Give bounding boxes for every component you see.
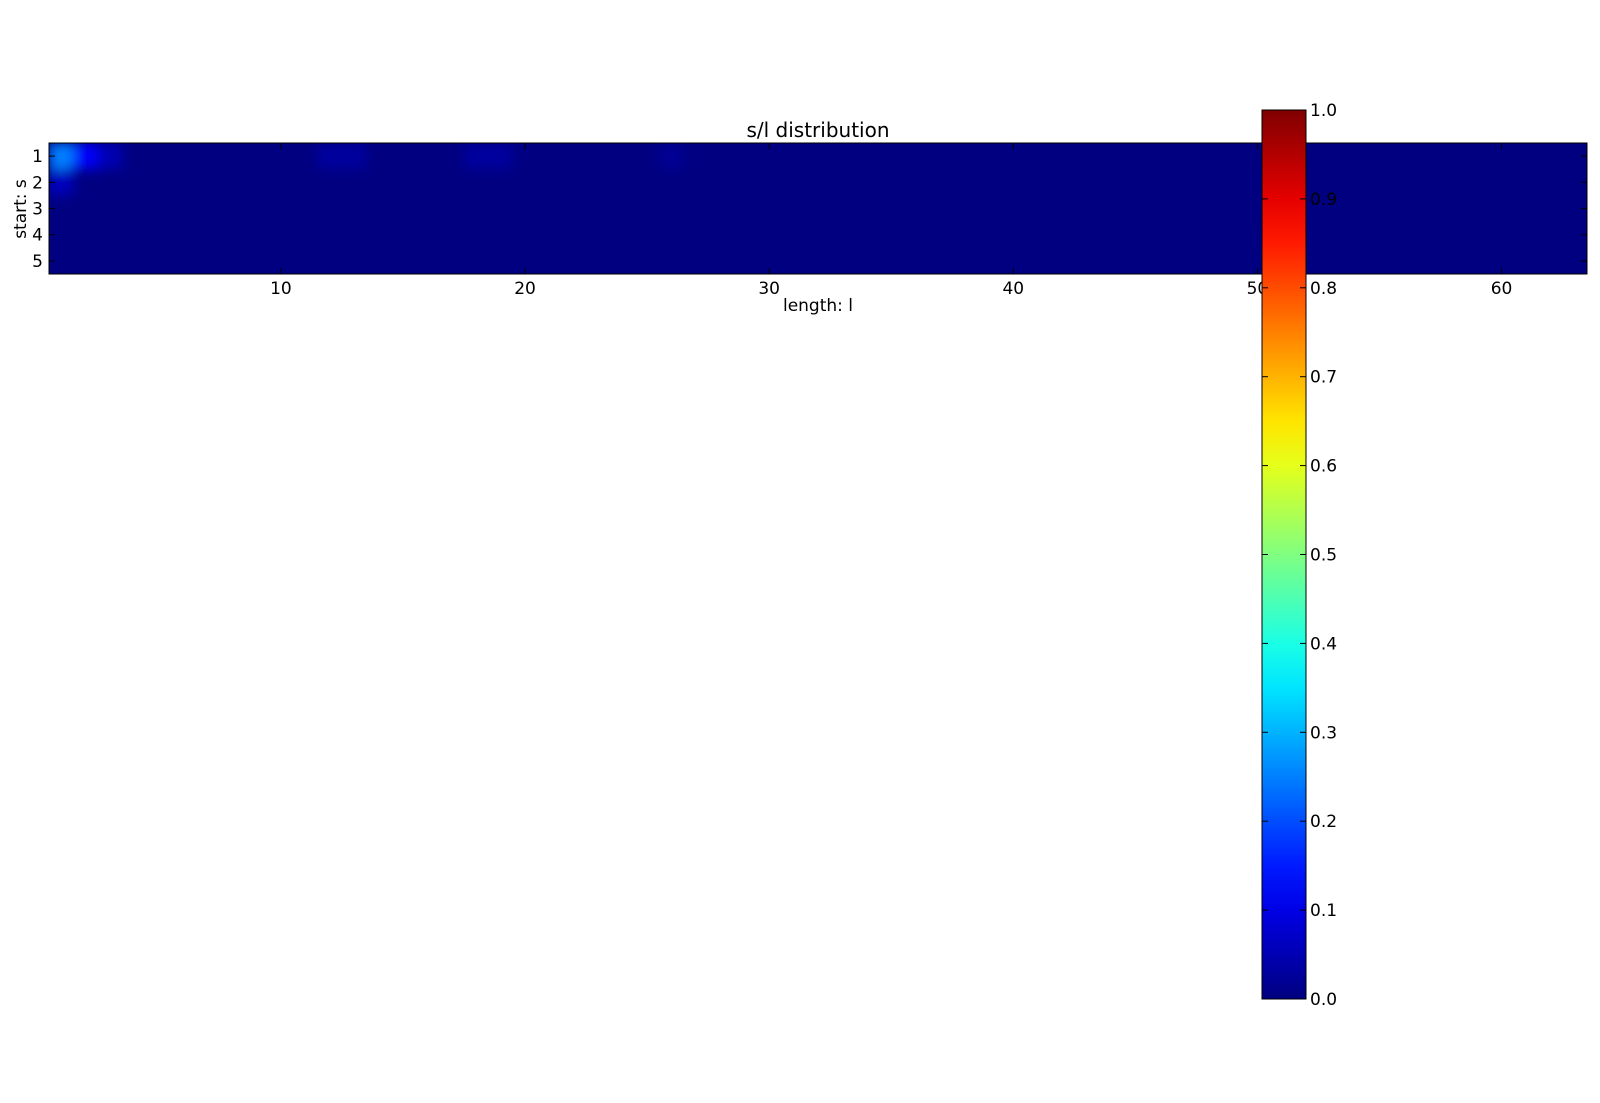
colorbar-tick-label: 0.6 bbox=[1310, 457, 1337, 477]
y-tick-label: 2 bbox=[32, 173, 43, 193]
heatmap-cells bbox=[49, 143, 684, 196]
colorbar-tick-label: 1.0 bbox=[1310, 101, 1337, 121]
colorbar-ticks: 0.0 0.1 0.2 0.3 0.4 0.5 0.6 0.7 0.8 0.9 1.0 bbox=[1262, 101, 1337, 1010]
heatmap-background bbox=[49, 143, 1587, 274]
colorbar-tick-label: 0.9 bbox=[1310, 190, 1337, 210]
y-tick-label: 3 bbox=[32, 200, 43, 220]
y-axis: 1 2 3 4 5 bbox=[32, 147, 1587, 272]
heatmap-cell bbox=[73, 143, 98, 170]
x-axis-label: length: l bbox=[783, 296, 853, 316]
heatmap-cell bbox=[97, 143, 123, 170]
x-tick-label: 10 bbox=[270, 279, 292, 299]
colorbar bbox=[1261, 109, 1307, 1000]
x-tick-label: 40 bbox=[1002, 279, 1024, 299]
colorbar-tick-label: 0.1 bbox=[1310, 901, 1337, 921]
colorbar-tick-label: 0.4 bbox=[1310, 634, 1337, 654]
heatmap-cell bbox=[488, 143, 513, 170]
x-tick-label: 60 bbox=[1491, 279, 1513, 299]
colorbar-tick-label: 0.2 bbox=[1310, 812, 1337, 832]
x-tick-label: 20 bbox=[514, 279, 536, 299]
heatmap-cell bbox=[341, 143, 367, 170]
colorbar-tick-label: 0.8 bbox=[1310, 279, 1337, 299]
y-tick-label: 5 bbox=[32, 252, 43, 272]
heatmap-cell bbox=[659, 143, 684, 170]
colorbar-tick-label: 0.5 bbox=[1310, 546, 1337, 566]
colorbar-tick-label: 0.0 bbox=[1310, 990, 1337, 1010]
colorbar-tick-label: 0.7 bbox=[1310, 368, 1337, 388]
y-tick-label: 4 bbox=[32, 226, 43, 246]
chart-title: s/l distribution bbox=[746, 118, 889, 142]
heatmap-cell bbox=[464, 143, 489, 170]
y-tick-label: 1 bbox=[32, 147, 43, 167]
y-axis-label: start: s bbox=[11, 179, 31, 239]
colorbar-tick-label: 0.3 bbox=[1310, 723, 1337, 743]
heatmap-cell bbox=[317, 143, 342, 170]
x-tick-label: 30 bbox=[758, 279, 780, 299]
